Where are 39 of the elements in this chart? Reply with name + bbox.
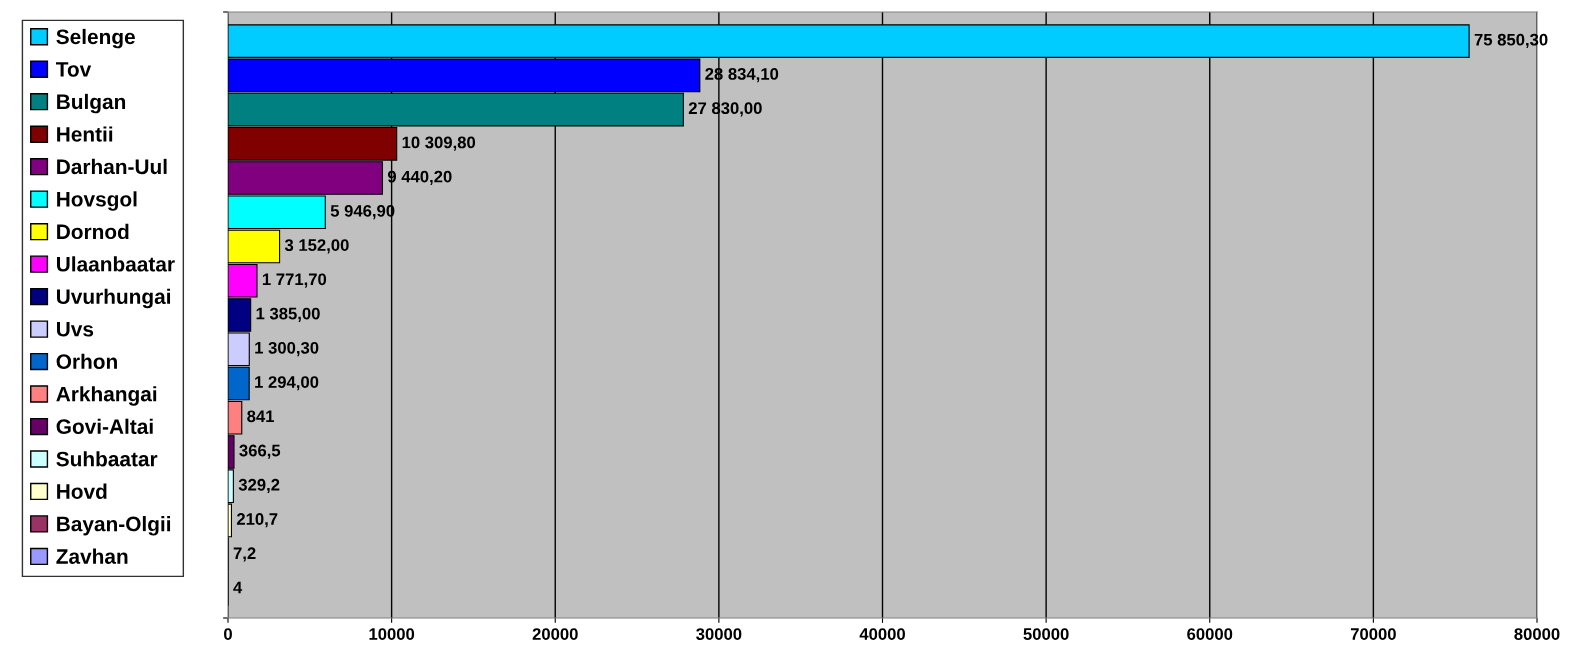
legend-label: Zavhan [56,548,128,564]
legend-label: Dornod [57,223,129,240]
legend-label: Uvurhungai [57,288,171,309]
data-label: 75 850,30 [1474,33,1548,48]
legend-label: Darhan-Uul [57,158,167,175]
data-label: 3 152,00 [284,239,349,254]
data-label: 10 309,80 [402,136,476,151]
x-tick-label: 80000 [1514,628,1560,640]
legend-label: Tov [55,62,92,77]
legend-label: Bulgan [57,93,126,114]
legend-label: Arkhangai [56,386,157,406]
x-tick-label: 20000 [532,628,578,640]
legend-label: Orhon [56,353,117,370]
data-label: 1 385,00 [256,307,320,322]
x-tick-label: 40000 [859,628,905,640]
data-label: 210,7 [236,513,278,528]
legend-label: Govi-Altai [56,418,153,434]
x-tick-label: 10000 [369,628,415,640]
data-label: 1 294,00 [255,376,319,391]
legend-label: Uvs [57,322,94,337]
data-label: 7,2 [233,547,256,562]
data-label: 1 300,30 [255,341,319,357]
data-label: 366,5 [239,444,281,459]
x-tick-label: 0 [224,628,232,640]
data-label: 1 771,70 [262,273,327,288]
legend-label: Hovsgol [57,191,137,211]
legend-label: Hovd [57,483,107,499]
x-tick-label: 50000 [1023,628,1069,640]
legend-label: Ulaanbaatar [57,256,175,272]
legend-label: Bayan-Olgii [57,516,171,536]
x-tick-label: 30000 [696,628,742,640]
data-label: 329,2 [238,478,280,494]
x-tick-label: 60000 [1187,628,1233,640]
data-label: 4 [233,581,243,594]
legend-label: Suhbaatar [56,451,158,467]
legend-label: Hentii [57,126,113,142]
x-tick-label: 70000 [1350,628,1396,640]
data-label: 841 [247,410,275,423]
legend-label: Selenge [56,28,135,49]
